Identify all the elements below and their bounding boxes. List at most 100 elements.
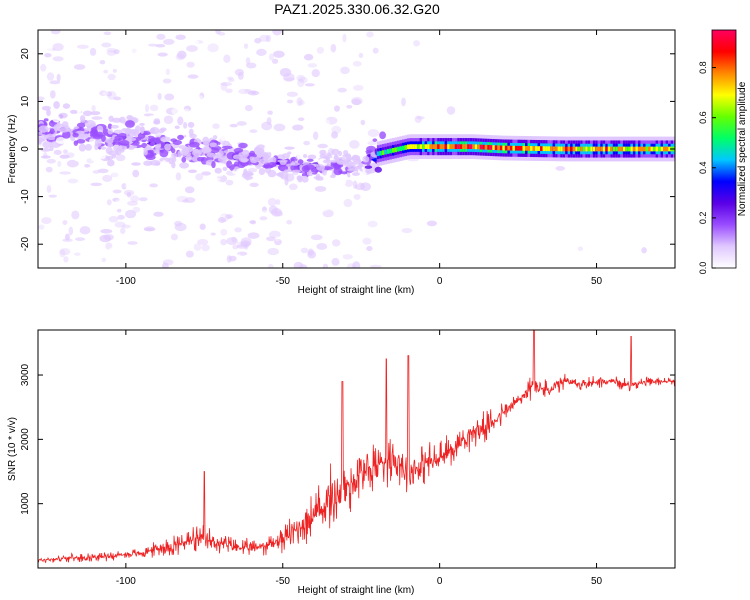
- heatmap-cell: [40, 155, 51, 159]
- heatmap-cell: [381, 150, 385, 155]
- heatmap-cell: [117, 214, 125, 220]
- heatmap-cell: [489, 145, 493, 150]
- heatmap-cell: [215, 103, 220, 107]
- heatmap-cell: [362, 155, 370, 163]
- heatmap-cell: [161, 223, 174, 232]
- heatmap-cell: [123, 230, 136, 239]
- heatmap-cell: [292, 124, 304, 131]
- heatmap-cell: [72, 132, 79, 138]
- heatmap-cell: [53, 149, 62, 155]
- heatmap-cell: [154, 162, 161, 166]
- heatmap-cell: [184, 197, 196, 203]
- heatmap-cell: [38, 96, 45, 101]
- heatmap-cell: [482, 144, 486, 150]
- heatmap-cell: [250, 220, 257, 225]
- heatmap-cell: [195, 44, 202, 53]
- heatmap-cell: [108, 115, 114, 122]
- heatmap-cell: [617, 146, 621, 152]
- heatmap-cell: [303, 220, 309, 229]
- heatmap-cell: [497, 145, 501, 151]
- heatmap-cell: [289, 162, 300, 166]
- heatmap-cell: [38, 201, 44, 210]
- heatmap-cell: [145, 96, 150, 104]
- heatmap-cell: [391, 147, 395, 153]
- heatmap-cell: [225, 179, 234, 186]
- heatmap-cell: [156, 143, 162, 148]
- heatmap-cell: [648, 146, 651, 152]
- heatmap-cell: [238, 142, 248, 149]
- heatmap-cell: [399, 146, 403, 151]
- heatmap-cell: [565, 146, 568, 152]
- heatmap-cell: [128, 131, 137, 137]
- heatmap-cell: [322, 159, 332, 164]
- heatmap-cell: [209, 211, 220, 219]
- heatmap-cell: [273, 123, 286, 132]
- heatmap-cell: [265, 98, 272, 103]
- heatmap-cell: [249, 156, 255, 161]
- heatmap-cell: [193, 243, 202, 251]
- heatmap-cell: [122, 50, 128, 60]
- heatmap-cell: [155, 44, 166, 48]
- heatmap-cell: [113, 96, 122, 101]
- heatmap-cell: [128, 70, 139, 75]
- heatmap-cell: [102, 128, 109, 136]
- heatmap-cell: [164, 143, 171, 151]
- heatmap-cell: [575, 146, 579, 152]
- heatmap-cell: [120, 227, 126, 234]
- heatmap-cell: [237, 71, 244, 80]
- heatmap-cell: [367, 220, 378, 228]
- heatmap-cell: [97, 168, 109, 174]
- heatmap-cell: [162, 78, 172, 84]
- heatmap-cell: [346, 263, 357, 268]
- heatmap-cell: [56, 73, 61, 82]
- heatmap-cell: [150, 127, 160, 135]
- heatmap-cell: [123, 162, 131, 167]
- heatmap-cell: [78, 133, 86, 139]
- heatmap-cell: [314, 186, 327, 192]
- heatmap-cell: [322, 119, 330, 127]
- heatmap-cell: [89, 47, 97, 56]
- heatmap-cell: [297, 159, 304, 165]
- heatmap-cell: [199, 223, 206, 230]
- heatmap-cell: [126, 191, 132, 198]
- heatmap-cell: [427, 144, 430, 149]
- heatmap-cell: [398, 199, 410, 206]
- heatmap-cell: [250, 90, 257, 95]
- heatmap-cell: [243, 50, 248, 55]
- heatmap-cell: [228, 255, 237, 262]
- heatmap-cell: [98, 35, 103, 42]
- heatmap-cell: [65, 91, 73, 95]
- heatmap-cell: [102, 91, 109, 96]
- heatmap-cell: [127, 45, 138, 54]
- heatmap-cell: [107, 159, 115, 167]
- heatmap-cell: [610, 146, 614, 152]
- heatmap-cell: [507, 145, 511, 151]
- snr-frame: [37, 329, 676, 569]
- heatmap-cell: [509, 145, 513, 151]
- heatmap-cell: [364, 119, 374, 127]
- heatmap-cell: [46, 109, 51, 117]
- heatmap-cell: [535, 146, 538, 151]
- heatmap-cell: [567, 146, 571, 152]
- heatmap-cell: [163, 38, 175, 45]
- heatmap-cell: [434, 144, 438, 149]
- heatmap-cell: [63, 256, 69, 263]
- heatmap-cell: [342, 33, 347, 43]
- heatmap-cell: [44, 52, 52, 58]
- heatmap-cell: [668, 146, 671, 152]
- heatmap-cell: [379, 150, 383, 156]
- heatmap-cell: [153, 211, 164, 217]
- heatmap-cell: [46, 158, 56, 164]
- heatmap-cell: [233, 147, 244, 153]
- heatmap-cell: [635, 146, 639, 152]
- heatmap-cell: [266, 236, 276, 242]
- heatmap-cell: [38, 125, 49, 133]
- heatmap-cell: [238, 88, 250, 95]
- heatmap-cell: [372, 138, 378, 142]
- x-tick-label: -100: [116, 276, 136, 287]
- heatmap-cell: [149, 142, 154, 147]
- heatmap-cell: [175, 132, 186, 137]
- heatmap-cell: [174, 125, 180, 129]
- heatmap-cell: [641, 247, 647, 254]
- heatmap-cell: [267, 247, 279, 256]
